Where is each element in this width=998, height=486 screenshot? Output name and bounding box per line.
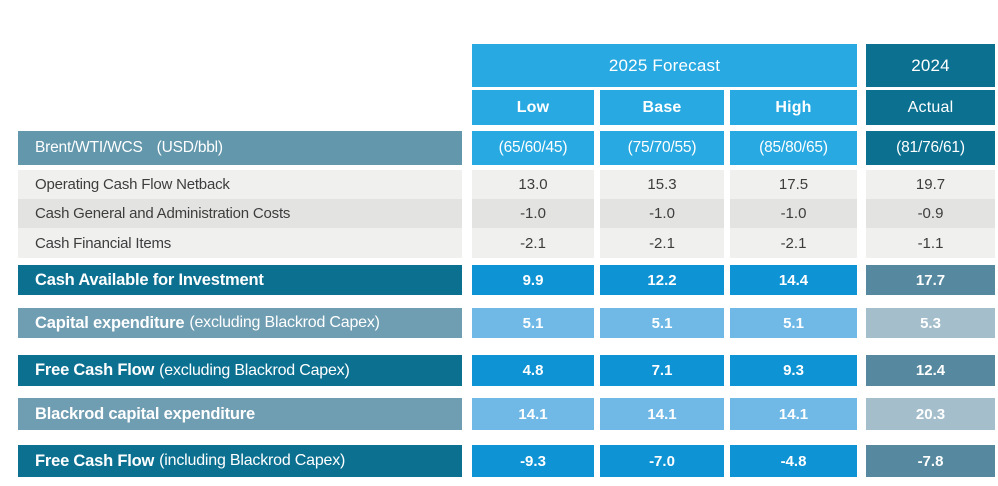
value-cell-actual: 20.3 — [866, 398, 995, 430]
summary-label-bold: Capital expenditure — [35, 313, 185, 332]
value-cell-base: -7.0 — [600, 445, 724, 477]
value-cell-high: 17.5 — [730, 170, 857, 199]
price-assumption-row: Brent/WTI/WCS (USD/bbl) (65/60/45) (75/7… — [18, 131, 995, 165]
price-row-label: Brent/WTI/WCS (USD/bbl) — [18, 131, 462, 165]
summary-row-label: Capital expenditure (excluding Blackrod … — [18, 308, 462, 338]
price-cell-high: (85/80/65) — [730, 131, 857, 165]
detail-row-label: Operating Cash Flow Netback — [18, 170, 462, 199]
summary-label-bold: Free Cash Flow — [35, 451, 155, 470]
price-cell-base: (75/70/55) — [600, 131, 724, 165]
column-header-low: Low — [472, 90, 594, 125]
detail-row-label: Cash Financial Items — [18, 228, 462, 258]
value-cell-low: 4.8 — [472, 355, 594, 386]
summary-label-bold: Cash Available for Investment — [35, 270, 264, 289]
summary-label-rest: (excluding Blackrod Capex) — [189, 314, 380, 331]
header-group-row: 2025 Forecast 2024 — [18, 44, 995, 87]
value-cell-low: -9.3 — [472, 445, 594, 477]
value-cell-high: 14.4 — [730, 265, 857, 295]
value-cell-base: -1.0 — [600, 199, 724, 228]
value-cell-high: -2.1 — [730, 228, 857, 258]
header-column-row: Low Base High Actual — [18, 90, 995, 125]
value-cell-actual: 19.7 — [866, 170, 995, 199]
cash-flow-forecast-table: 2025 Forecast 2024 Low Base High Actual … — [18, 44, 995, 477]
value-cell-base: 15.3 — [600, 170, 724, 199]
value-cell-high: 9.3 — [730, 355, 857, 386]
price-row-title: Brent/WTI/WCS — [35, 139, 143, 156]
price-row-unit: (USD/bbl) — [156, 139, 223, 156]
summary-row-blackrod-capital-expenditure: Blackrod capital expenditure 14.1 14.1 1… — [18, 398, 995, 430]
value-cell-high: 5.1 — [730, 308, 857, 338]
value-cell-high: 14.1 — [730, 398, 857, 430]
summary-label-rest: (excluding Blackrod Capex) — [159, 361, 350, 379]
value-cell-low: -1.0 — [472, 199, 594, 228]
value-cell-high: -4.8 — [730, 445, 857, 477]
summary-row-free-cash-flow-including: Free Cash Flow (including Blackrod Capex… — [18, 445, 995, 477]
summary-row-label: Free Cash Flow (excluding Blackrod Capex… — [18, 355, 462, 386]
price-cell-actual: (81/76/61) — [866, 131, 995, 165]
value-cell-high: -1.0 — [730, 199, 857, 228]
value-cell-low: -2.1 — [472, 228, 594, 258]
value-cell-base: 14.1 — [600, 398, 724, 430]
summary-row-cash-available-for-investment: Cash Available for Investment 9.9 12.2 1… — [18, 265, 995, 295]
value-cell-low: 9.9 — [472, 265, 594, 295]
value-cell-actual: -0.9 — [866, 199, 995, 228]
detail-row-label: Cash General and Administration Costs — [18, 199, 462, 228]
group-header-2024: 2024 — [866, 44, 995, 87]
summary-row-capital-expenditure: Capital expenditure (excluding Blackrod … — [18, 308, 995, 338]
detail-row-operating-cash-flow-netback: Operating Cash Flow Netback 13.0 15.3 17… — [18, 170, 995, 199]
summary-row-free-cash-flow-excluding: Free Cash Flow (excluding Blackrod Capex… — [18, 355, 995, 386]
value-cell-actual: 5.3 — [866, 308, 995, 338]
detail-row-cash-ga-costs: Cash General and Administration Costs -1… — [18, 199, 995, 228]
column-header-actual: Actual — [866, 90, 995, 125]
value-cell-low: 14.1 — [472, 398, 594, 430]
summary-label-bold: Free Cash Flow — [35, 361, 155, 379]
header-spacer — [18, 90, 462, 125]
header-spacer — [18, 44, 462, 87]
value-cell-actual: -7.8 — [866, 445, 995, 477]
summary-row-label: Blackrod capital expenditure — [18, 398, 462, 430]
price-cell-low: (65/60/45) — [472, 131, 594, 165]
column-header-base: Base — [600, 90, 724, 125]
value-cell-low: 5.1 — [472, 308, 594, 338]
detail-row-cash-financial-items: Cash Financial Items -2.1 -2.1 -2.1 -1.1 — [18, 228, 995, 258]
value-cell-actual: 17.7 — [866, 265, 995, 295]
summary-row-label: Free Cash Flow (including Blackrod Capex… — [18, 445, 462, 477]
group-header-2025-forecast: 2025 Forecast — [472, 44, 857, 87]
value-cell-low: 13.0 — [472, 170, 594, 199]
summary-label-rest: (including Blackrod Capex) — [159, 452, 346, 469]
value-cell-base: 5.1 — [600, 308, 724, 338]
column-header-high: High — [730, 90, 857, 125]
summary-row-label: Cash Available for Investment — [18, 265, 462, 295]
value-cell-base: 12.2 — [600, 265, 724, 295]
value-cell-actual: -1.1 — [866, 228, 995, 258]
value-cell-base: -2.1 — [600, 228, 724, 258]
summary-label-bold: Blackrod capital expenditure — [35, 404, 255, 423]
value-cell-base: 7.1 — [600, 355, 724, 386]
value-cell-actual: 12.4 — [866, 355, 995, 386]
